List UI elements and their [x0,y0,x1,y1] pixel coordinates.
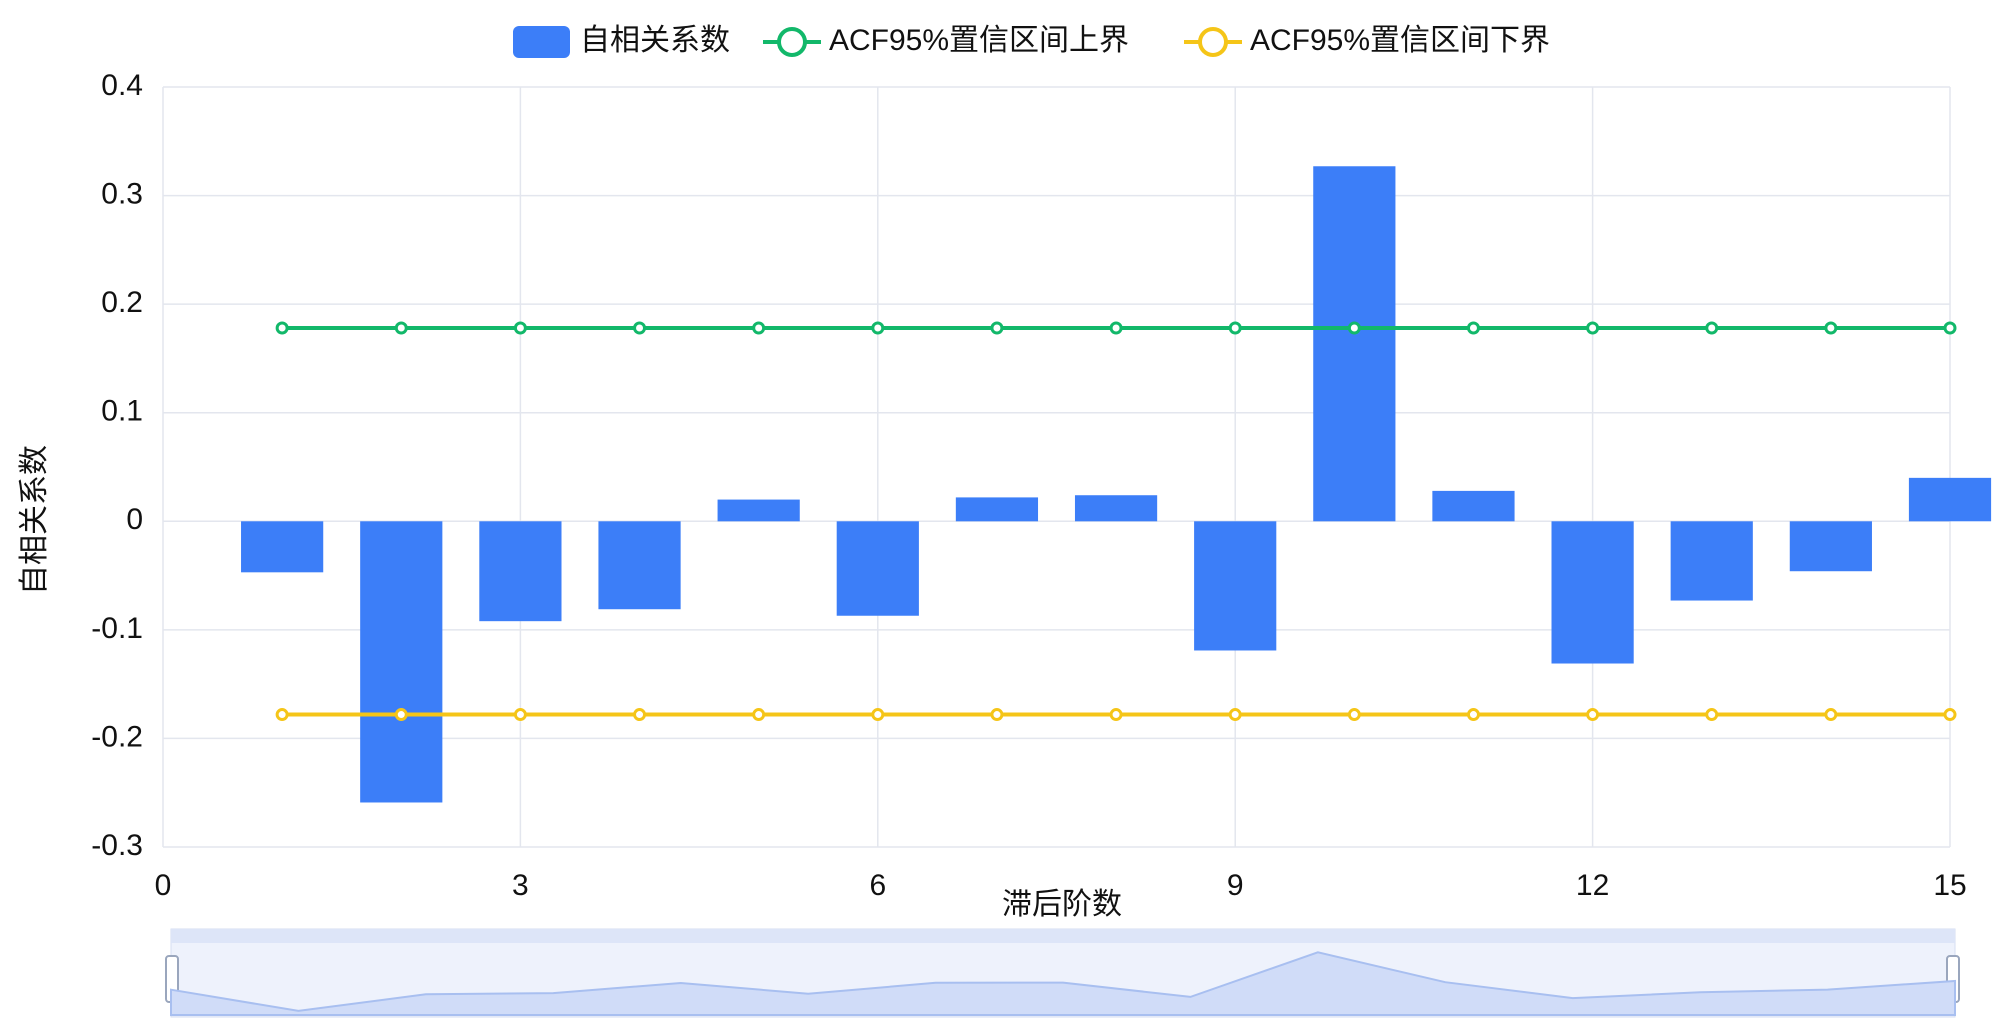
line-point [1109,708,1123,722]
legend-item[interactable]: ACF95%置信区间上界 [763,24,1129,57]
x-axis-title: 滞后阶数 [1002,888,1122,921]
bar [1432,490,1515,522]
bar [1908,477,1992,522]
line-point [752,708,766,722]
line-point [1228,321,1242,335]
line-point [1824,708,1838,722]
bar [1194,521,1277,651]
x-tick-label: 9 [1227,869,1244,902]
line-point [394,708,408,722]
bar [1670,521,1753,601]
x-tick-label: 6 [869,869,886,902]
line-point [513,708,527,722]
line-point [1705,321,1719,335]
bar [1313,166,1396,522]
slider-preview [170,951,1956,1016]
y-tick-label: -0.3 [91,829,143,862]
legend-item[interactable]: ACF95%置信区间下界 [1184,24,1550,57]
line-point [394,321,408,335]
bar [241,521,324,573]
line-point [1705,708,1719,722]
y-tick-label: 0.1 [101,395,143,428]
bar [598,521,681,610]
line-point [871,708,885,722]
legend-swatch-marker [777,27,807,57]
legend-label: ACF95%置信区间上界 [829,24,1129,57]
line-point [990,708,1004,722]
line-point [1824,321,1838,335]
line-point [1466,321,1480,335]
line-point [1586,708,1600,722]
legend-item[interactable]: 自相关系数 [513,24,730,58]
line-point [275,708,289,722]
line-point [633,708,647,722]
y-tick-label: 0.4 [101,69,143,102]
line-point [752,321,766,335]
legend-label: ACF95%置信区间下界 [1250,24,1550,57]
bar [836,521,919,616]
y-tick-label: -0.2 [91,720,143,753]
y-tick-label: -0.1 [91,612,143,645]
line-point [1347,321,1361,335]
line-point [1466,708,1480,722]
bar [1551,521,1634,664]
slider-top-bar[interactable] [171,929,1955,943]
line-point [1228,708,1242,722]
bar [1789,521,1872,572]
x-tick-label: 15 [1933,869,1966,902]
line-point [1943,321,1957,335]
line-point [1943,708,1957,722]
bar [1074,495,1158,522]
x-tick-label: 3 [512,869,529,902]
line-point [1109,321,1123,335]
line-point [513,321,527,335]
line-point [633,321,647,335]
y-axis-title: 自相关系数 [18,445,51,595]
bar [955,497,1039,522]
legend-swatch-marker [1198,27,1228,57]
y-tick-label: 0 [126,503,143,536]
x-tick-label: 12 [1576,869,1609,902]
y-tick-label: 0.3 [101,177,143,210]
bar [479,521,562,622]
y-tick-label: 0.2 [101,286,143,319]
x-tick-label: 0 [155,869,172,902]
legend-swatch [513,26,570,58]
line-point [275,321,289,335]
line-point [990,321,1004,335]
bar [360,521,443,803]
line-point [1347,708,1361,722]
line-point [871,321,885,335]
legend-label: 自相关系数 [580,24,730,57]
line-point [1586,321,1600,335]
bar [717,499,800,522]
